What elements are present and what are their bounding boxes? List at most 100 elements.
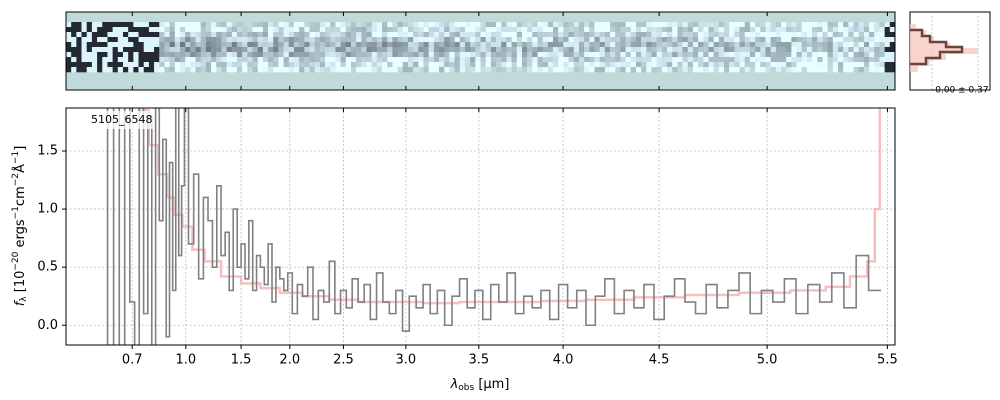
image-pixel [76, 22, 82, 28]
image-pixel [185, 42, 191, 48]
image-pixel [200, 22, 207, 28]
image-pixel [164, 42, 170, 48]
image-pixel [91, 52, 98, 58]
image-pixel [755, 67, 761, 73]
image-pixel [81, 47, 88, 53]
image-pixel [610, 37, 616, 43]
image-pixel [433, 22, 440, 28]
image-pixel [475, 22, 481, 28]
image-pixel [786, 67, 792, 73]
image-pixel [128, 62, 134, 68]
image-pixel [66, 22, 72, 28]
image-pixel [496, 42, 502, 48]
image-pixel [708, 27, 714, 33]
image-pixel [682, 62, 689, 68]
image-pixel [444, 42, 450, 48]
image-pixel [765, 47, 771, 53]
image-pixel [641, 32, 647, 38]
image-pixel [843, 47, 849, 53]
image-pixel [848, 27, 854, 33]
image-pixel [490, 62, 497, 68]
image-pixel [439, 32, 445, 38]
image-pixel [356, 27, 362, 33]
image-pixel [366, 32, 372, 38]
image-pixel [283, 67, 290, 73]
image-pixel [542, 32, 549, 38]
image-pixel [128, 57, 134, 63]
image-pixel [744, 42, 751, 48]
y-tick-label: 1.0 [37, 202, 58, 217]
image-pixel [796, 47, 803, 53]
image-pixel [635, 27, 642, 33]
image-pixel [345, 22, 352, 28]
image-pixel [501, 67, 507, 73]
image-pixel [537, 27, 543, 33]
image-pixel [371, 27, 378, 33]
image-pixel [578, 67, 585, 73]
image-pixel [718, 47, 725, 53]
image-pixel [651, 62, 657, 68]
image-pixel [97, 27, 103, 33]
image-pixel [506, 62, 512, 68]
image-pixel [806, 47, 813, 53]
image-pixel [433, 52, 440, 58]
image-pixel [211, 67, 217, 73]
image-pixel [117, 32, 124, 38]
spectrum-2d-image [66, 22, 896, 73]
image-pixel [293, 37, 300, 43]
image-pixel [480, 62, 486, 68]
image-pixel [889, 37, 896, 43]
image-pixel [392, 62, 398, 68]
image-pixel [506, 42, 512, 48]
image-pixel [511, 62, 518, 68]
image-pixel [755, 52, 761, 58]
image-pixel [729, 27, 735, 33]
image-pixel [350, 67, 357, 73]
image-pixel [91, 27, 98, 33]
image-pixel [687, 57, 694, 63]
image-pixel [133, 67, 139, 73]
image-pixel [506, 32, 512, 38]
image-pixel [511, 47, 518, 53]
image-pixel [527, 62, 533, 68]
image-pixel [791, 42, 797, 48]
image-pixel [402, 47, 409, 53]
image-pixel [677, 27, 683, 33]
image-pixel [843, 57, 849, 63]
image-pixel [81, 57, 88, 63]
image-pixel [480, 47, 486, 53]
image-pixel [293, 62, 300, 68]
image-pixel [185, 22, 191, 28]
image-pixel [112, 52, 119, 58]
image-pixel [547, 62, 554, 68]
image-pixel [641, 52, 647, 58]
image-pixel [231, 52, 238, 58]
image-pixel [356, 62, 362, 68]
image-pixel [568, 62, 575, 68]
image-pixel [402, 67, 409, 73]
image-pixel [382, 52, 388, 58]
image-pixel [884, 67, 891, 73]
image-pixel [527, 22, 533, 28]
image-pixel [361, 62, 367, 68]
image-pixel [765, 42, 771, 48]
image-pixel [226, 47, 233, 53]
image-pixel [869, 67, 875, 73]
image-pixel [718, 22, 725, 28]
image-pixel [299, 52, 305, 58]
image-pixel [812, 37, 818, 43]
image-pixel [288, 37, 295, 43]
image-pixel [439, 52, 445, 58]
image-pixel [506, 22, 512, 28]
image-pixel [553, 67, 559, 73]
image-pixel [226, 52, 233, 58]
image-pixel [107, 52, 113, 58]
image-pixel [361, 37, 367, 43]
image-pixel [630, 37, 637, 43]
image-pixel [656, 67, 663, 73]
image-pixel [71, 32, 77, 38]
image-pixel [122, 32, 129, 38]
image-pixel [371, 62, 378, 68]
image-pixel [553, 47, 559, 53]
image-pixel [402, 42, 409, 48]
